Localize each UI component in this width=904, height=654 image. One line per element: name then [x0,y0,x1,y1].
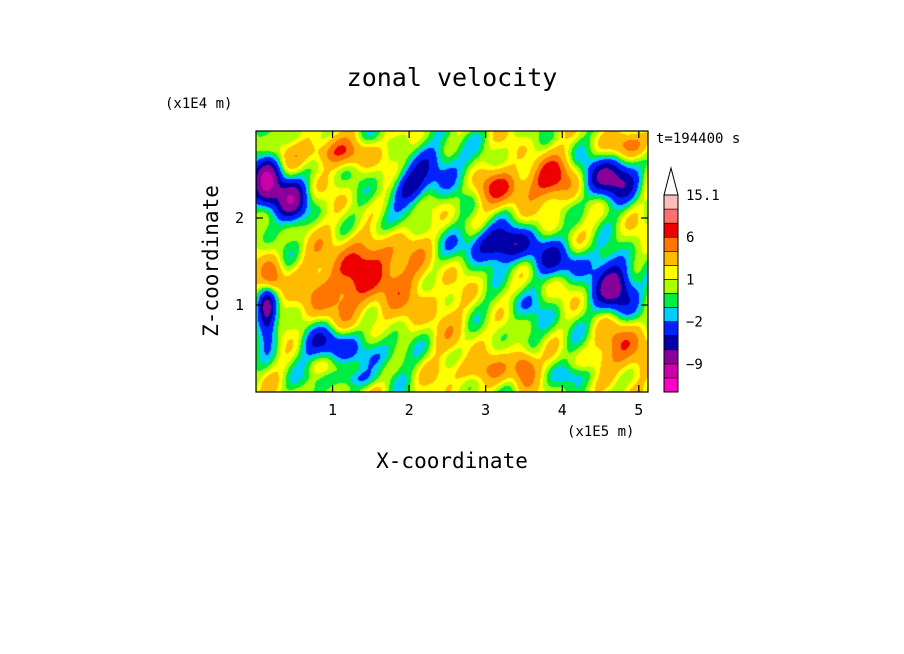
colorbar-swatch [663,250,679,266]
y-axis-unit: (x1E4 m) [165,96,232,112]
heatmap-plot [255,130,649,393]
y-tick-label: 1 [235,296,244,314]
colorbar-swatch [663,307,679,322]
colorbar-swatch [663,363,679,379]
time-label: t=194400 s [656,131,740,147]
colorbar-swatch [663,293,679,308]
colorbar-swatch [663,335,679,351]
y-tick-label: 2 [235,209,244,227]
colorbar-swatch [663,321,679,337]
colorbar-swatch [663,265,679,280]
colorbar-extend-arrow [663,166,679,196]
colorbar-swatch [663,377,679,393]
colorbar-swatch [663,236,679,252]
colorbar-label: 1 [686,272,694,288]
colorbar-swatch [663,279,679,294]
colorbar-label: −9 [686,357,703,373]
x-axis-label: X-coordinate [376,449,528,473]
colorbar-label: 15.1 [686,188,720,204]
colorbar: 15.1 6 1 −2 −9 [663,166,720,393]
colorbar-swatch [663,208,679,224]
x-axis-ticks: 1 2 3 4 5 [328,131,643,419]
velocity-field [256,131,648,392]
x-tick-label: 4 [558,401,567,419]
colorbar-label: −2 [686,315,703,331]
x-axis-unit: (x1E5 m) [567,424,634,440]
y-axis-ticks: 12 [235,209,648,314]
colorbar-label: 6 [686,230,694,246]
x-tick-label: 3 [481,401,490,419]
chart-title: zonal velocity [347,63,558,92]
y-axis-label: Z-coordinate [199,185,223,337]
colorbar-swatch [663,222,679,238]
plot-frame [255,130,649,393]
x-tick-label: 5 [634,401,643,419]
x-tick-label: 1 [328,401,337,419]
colorbar-swatch [663,194,679,210]
colorbar-frame [663,194,679,393]
x-tick-label: 2 [405,401,414,419]
colorbar-swatch [663,349,679,365]
